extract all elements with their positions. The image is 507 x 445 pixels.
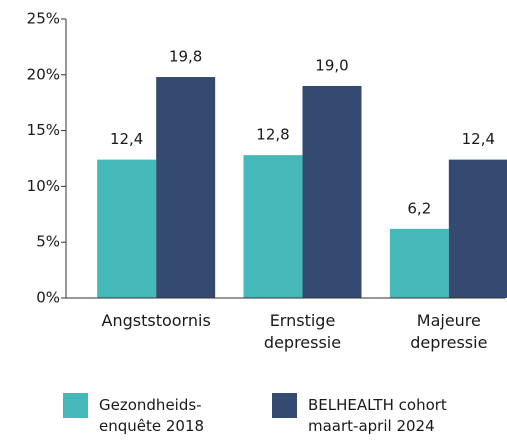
x-tick-text: Majeure depressie	[410, 311, 488, 352]
y-tick-label: 0%	[36, 289, 60, 307]
data-label: 19,8	[169, 48, 202, 66]
bar	[302, 85, 362, 299]
x-tick-text: Angststoornis	[101, 311, 211, 330]
y-tick-label: 15%	[27, 121, 60, 139]
x-tick-text: Ernstige depressie	[263, 311, 342, 352]
data-label: 12,8	[256, 126, 289, 144]
y-tick-label: 10%	[27, 177, 60, 195]
data-label: 12,4	[110, 130, 143, 148]
bar	[448, 159, 507, 298]
bar	[156, 77, 216, 298]
data-label: 6,2	[407, 199, 431, 217]
y-tick-label: 25%	[27, 10, 60, 28]
x-tick-label: Angststoornis	[98, 310, 214, 332]
y-tick-label: 20%	[27, 65, 60, 83]
y-tick-label: 5%	[36, 233, 60, 251]
data-label: 19,0	[315, 56, 348, 74]
data-label: 12,4	[462, 130, 495, 148]
x-tick-label: Majeure depressie	[391, 310, 507, 354]
x-tick-label: Ernstige depressie	[245, 310, 361, 354]
bar	[389, 228, 449, 298]
bar	[97, 159, 157, 298]
legend-swatch	[272, 393, 297, 418]
bar	[243, 155, 303, 298]
legend-label: BELHEALTH cohort maart-april 2024	[308, 396, 447, 435]
legend-label: Gezondheids- enquête 2018	[99, 396, 205, 435]
legend-swatch	[63, 393, 88, 418]
